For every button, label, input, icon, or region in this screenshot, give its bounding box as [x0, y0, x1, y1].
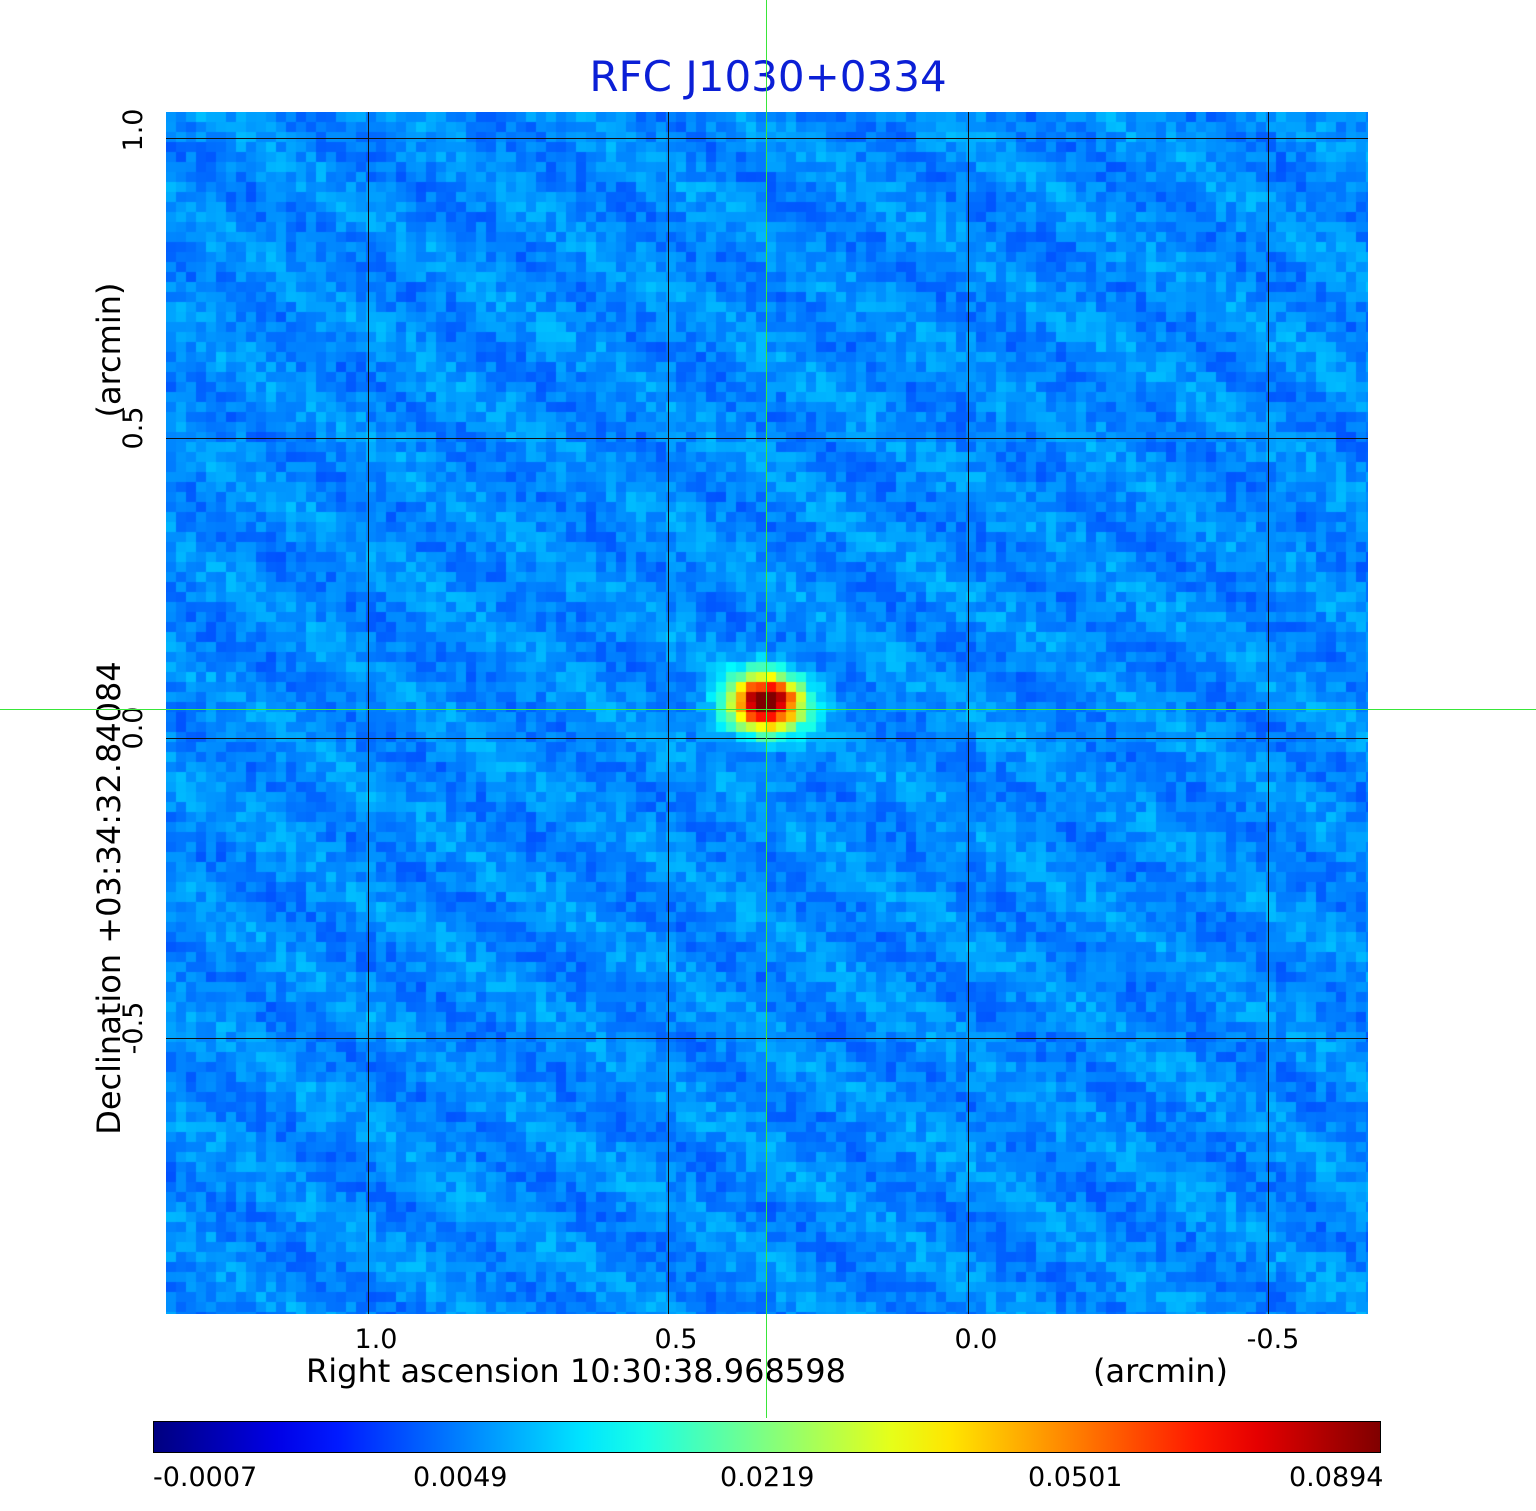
grid-line-x--0.5: [1268, 112, 1269, 1314]
intensity-map: [166, 112, 1368, 1314]
grid-line-y-0.5: [166, 438, 1368, 439]
crosshair-horizontal: [0, 709, 1536, 710]
grid-line-y-0.0: [166, 738, 1368, 739]
colorbar-tick-label: 0.0894: [1289, 1462, 1384, 1493]
colorbar-tick-label: 0.0501: [1028, 1462, 1123, 1493]
y-axis-unit: (arcmin): [90, 282, 128, 418]
x-tick-label: -0.5: [1246, 1324, 1300, 1355]
y-axis-label: Declination +03:34:32.84084: [90, 661, 128, 1135]
colorbar-tick-label: 0.0219: [720, 1462, 815, 1493]
figure-title: RFC J1030+0334: [589, 52, 947, 101]
grid-line-y--0.5: [166, 1038, 1368, 1039]
y-tick-label: 1.0: [118, 108, 149, 152]
colorbar-tick-label: -0.0007: [153, 1462, 258, 1493]
x-tick-label: 0.0: [954, 1324, 998, 1355]
x-axis-unit: (arcmin): [1093, 1352, 1228, 1390]
colorbar-tick-label: 0.0049: [413, 1462, 508, 1493]
grid-line-x-0.5: [668, 112, 669, 1314]
grid-line-x-0.0: [968, 112, 969, 1314]
grid-line-y-1.0: [166, 138, 1368, 139]
grid-line-x-1.0: [368, 112, 369, 1314]
x-axis-label: Right ascension 10:30:38.968598: [306, 1352, 846, 1390]
intensity-map-image: [166, 112, 1368, 1314]
x-tick-label: 1.0: [354, 1324, 398, 1355]
x-tick-label: 0.5: [654, 1324, 698, 1355]
colorbar: [153, 1421, 1381, 1453]
